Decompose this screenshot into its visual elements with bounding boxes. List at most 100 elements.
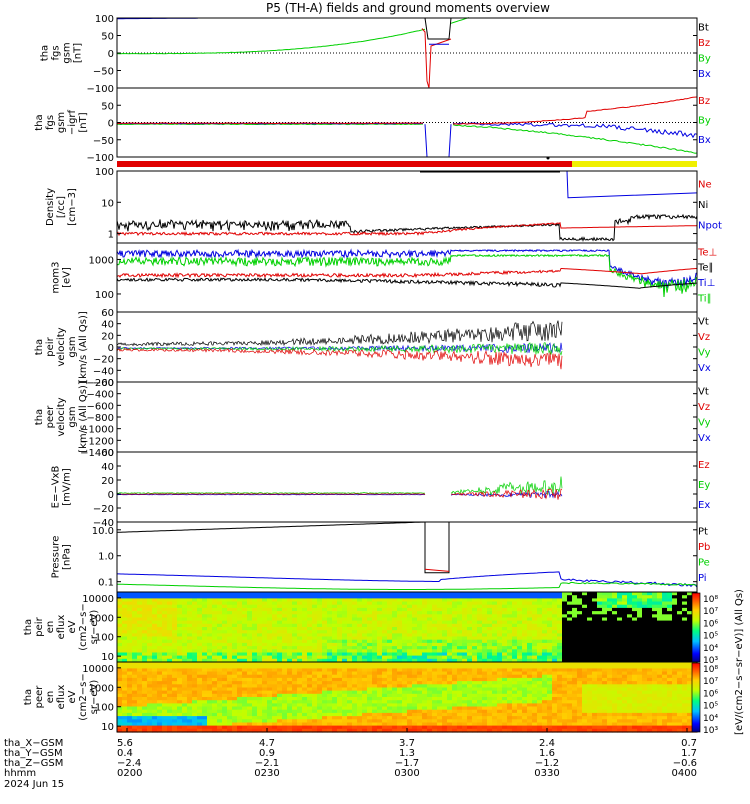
ylabel-line: gsm (67, 336, 78, 357)
ylabel-line: en (45, 621, 56, 634)
ytick-label: 100 (95, 290, 114, 301)
line-Pb (425, 569, 449, 571)
line-Npot (560, 171, 697, 198)
ylabel-line: Pressure (51, 536, 62, 579)
line-Vy (117, 343, 562, 355)
ylabel-line: gsm (62, 42, 73, 63)
legend-Pt: Pt (698, 526, 708, 537)
legend-Vy: Vy (698, 418, 711, 429)
ylabel-line: [eV] (62, 267, 73, 288)
line-Pi (117, 572, 697, 587)
ylabel-line: (cm2−s− (78, 673, 89, 720)
legend-Vz: Vz (698, 402, 710, 413)
legend-By: By (698, 115, 711, 126)
ytick-label: 1 (108, 230, 114, 241)
ylabel-line: fgs (45, 115, 56, 130)
legend-Ne: Ne (698, 179, 712, 190)
legend-Npot: Npot (698, 221, 722, 232)
legend-Ey: Ey (698, 480, 710, 491)
ylabel-line: fgs (51, 45, 62, 60)
legend-Pe: Pe (698, 558, 710, 569)
legend-Vy: Vy (698, 348, 711, 359)
mode-bar-yellow (572, 161, 697, 167)
line-By-post (453, 125, 697, 154)
ytick-label: 50 (101, 32, 114, 43)
legend-Bx: Bx (698, 69, 711, 80)
line-Ey (117, 493, 425, 494)
ylabel-line: velocity (56, 397, 67, 436)
ylabel-line: tha (40, 45, 51, 61)
line-Bx-post (453, 123, 697, 137)
ylabel-line: tha (34, 339, 45, 355)
ylabel-line: [cm−3] (67, 188, 78, 226)
ylabel-line: [nPa] (62, 544, 73, 570)
ylabel-line: tha (23, 689, 34, 705)
ytick-label: 20 (101, 331, 114, 342)
ylabel-line: peer (34, 685, 45, 709)
line-Bx-gap (425, 124, 451, 157)
ytick-label: 1000 (89, 613, 114, 624)
ylabel-line: [km/s (All Qs)] (78, 311, 89, 383)
legend-Vt: Vt (698, 316, 709, 327)
legend-Ez: Ez (698, 460, 710, 471)
ytick-label: −20 (93, 504, 114, 515)
panel-border (117, 382, 697, 452)
line-Bz (422, 29, 451, 89)
ylabel-line: eflux (56, 615, 67, 640)
ylabel-line: peir (34, 616, 45, 636)
ylabel-line: eV (67, 690, 78, 703)
ylabel-line: [mV/m] (62, 468, 73, 506)
ytick-label: 10000 (82, 594, 114, 605)
ylabel-line: velocity (56, 327, 67, 366)
ytick-label: −20 (93, 355, 114, 366)
ylabel-line: mom3 (51, 262, 62, 294)
panel-border (117, 452, 697, 522)
legend-Te∥: Te∥ (697, 263, 714, 274)
ytick-label: 10.0 (92, 526, 114, 537)
legend-Vt: Vt (698, 386, 709, 397)
ytick-label: −50 (93, 136, 114, 147)
line-By (117, 29, 425, 54)
line-Ne (117, 223, 697, 235)
ylabel-line: gsm (56, 112, 67, 133)
legend-Ex: Ex (698, 500, 710, 511)
ytick-label: 10 (101, 198, 114, 209)
ytick-label: 10 (101, 652, 114, 663)
ytick-label: −1000 (80, 425, 114, 436)
ytick-label: 40 (101, 462, 114, 473)
ytick-label: 0 (108, 343, 114, 354)
ytick-label: 0 (108, 119, 114, 130)
legend-Bx: Bx (698, 135, 711, 146)
legend-Vz: Vz (698, 332, 710, 343)
legend-Bt: Bt (698, 22, 709, 33)
line-Bz (117, 123, 423, 124)
ylabel-line: [nT] (73, 43, 84, 63)
ytick-label: 0 (108, 490, 114, 501)
line-Pt (117, 522, 425, 532)
ylabel-line: tha (34, 114, 45, 130)
ytick-label: −100 (87, 153, 114, 164)
ylabel-line: eflux (56, 685, 67, 710)
ytick-label: 100 (95, 14, 114, 25)
ytick-label: 1000 (89, 255, 114, 266)
mode-bar-red (117, 161, 572, 167)
mode-bar-marker (547, 157, 550, 160)
ytick-label: −400 (87, 390, 114, 401)
ylabel-line: en (45, 691, 56, 704)
ylabel-line: tha (23, 619, 34, 635)
ylabel-line: [nT] (78, 112, 89, 132)
ytick-label: 20 (101, 476, 114, 487)
line-Te-par (117, 278, 697, 288)
legend-By: By (698, 54, 711, 65)
line-Bz-post (453, 97, 697, 124)
ylabel-line: gsm (67, 406, 78, 427)
ylabel-line: eV (67, 620, 78, 633)
ylabel-line: [/cc] (56, 196, 67, 218)
